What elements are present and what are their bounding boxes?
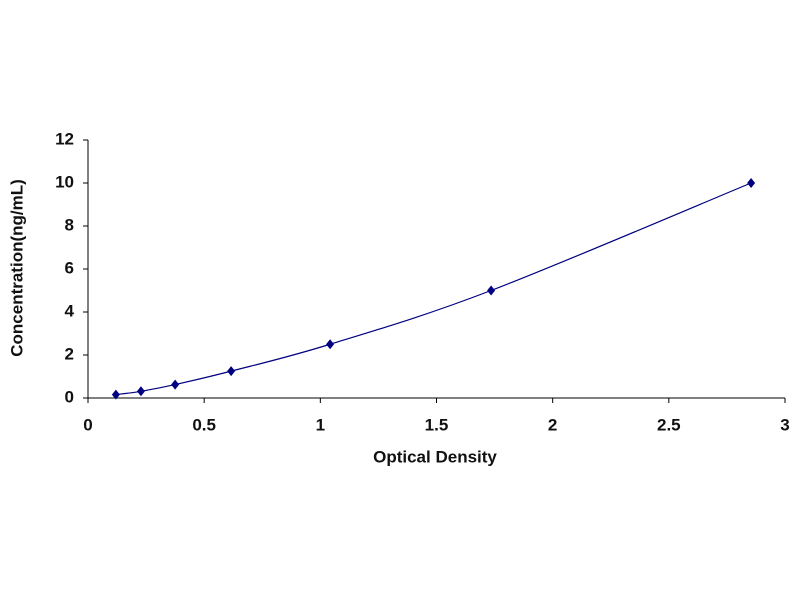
y-tick-label: 0 [65,387,74,406]
y-tick-label: 2 [65,344,74,363]
y-tick-label: 4 [65,301,75,320]
y-axis-title: Concentration(ng/mL) [7,179,26,357]
x-tick-label: 0 [83,415,92,434]
data-point [136,386,145,397]
y-tick-label: 12 [55,129,74,148]
x-axis-title: Optical Density [373,447,497,466]
data-point [171,379,180,390]
data-point [747,178,756,188]
x-tick-label: 2.5 [657,415,681,434]
x-tick-label: 0.5 [192,415,216,434]
data-point [487,285,496,296]
y-tick-label: 10 [55,172,74,191]
x-tick-label: 2 [548,415,557,434]
y-tick-label: 8 [65,215,74,234]
data-point [111,389,120,400]
data-point [326,339,335,350]
fit-curve [115,182,752,396]
x-tick-label: 3 [780,415,789,434]
data-point [227,366,236,377]
x-tick-label: 1 [316,415,325,434]
y-tick-label: 6 [65,258,74,277]
x-tick-label: 1.5 [425,415,449,434]
